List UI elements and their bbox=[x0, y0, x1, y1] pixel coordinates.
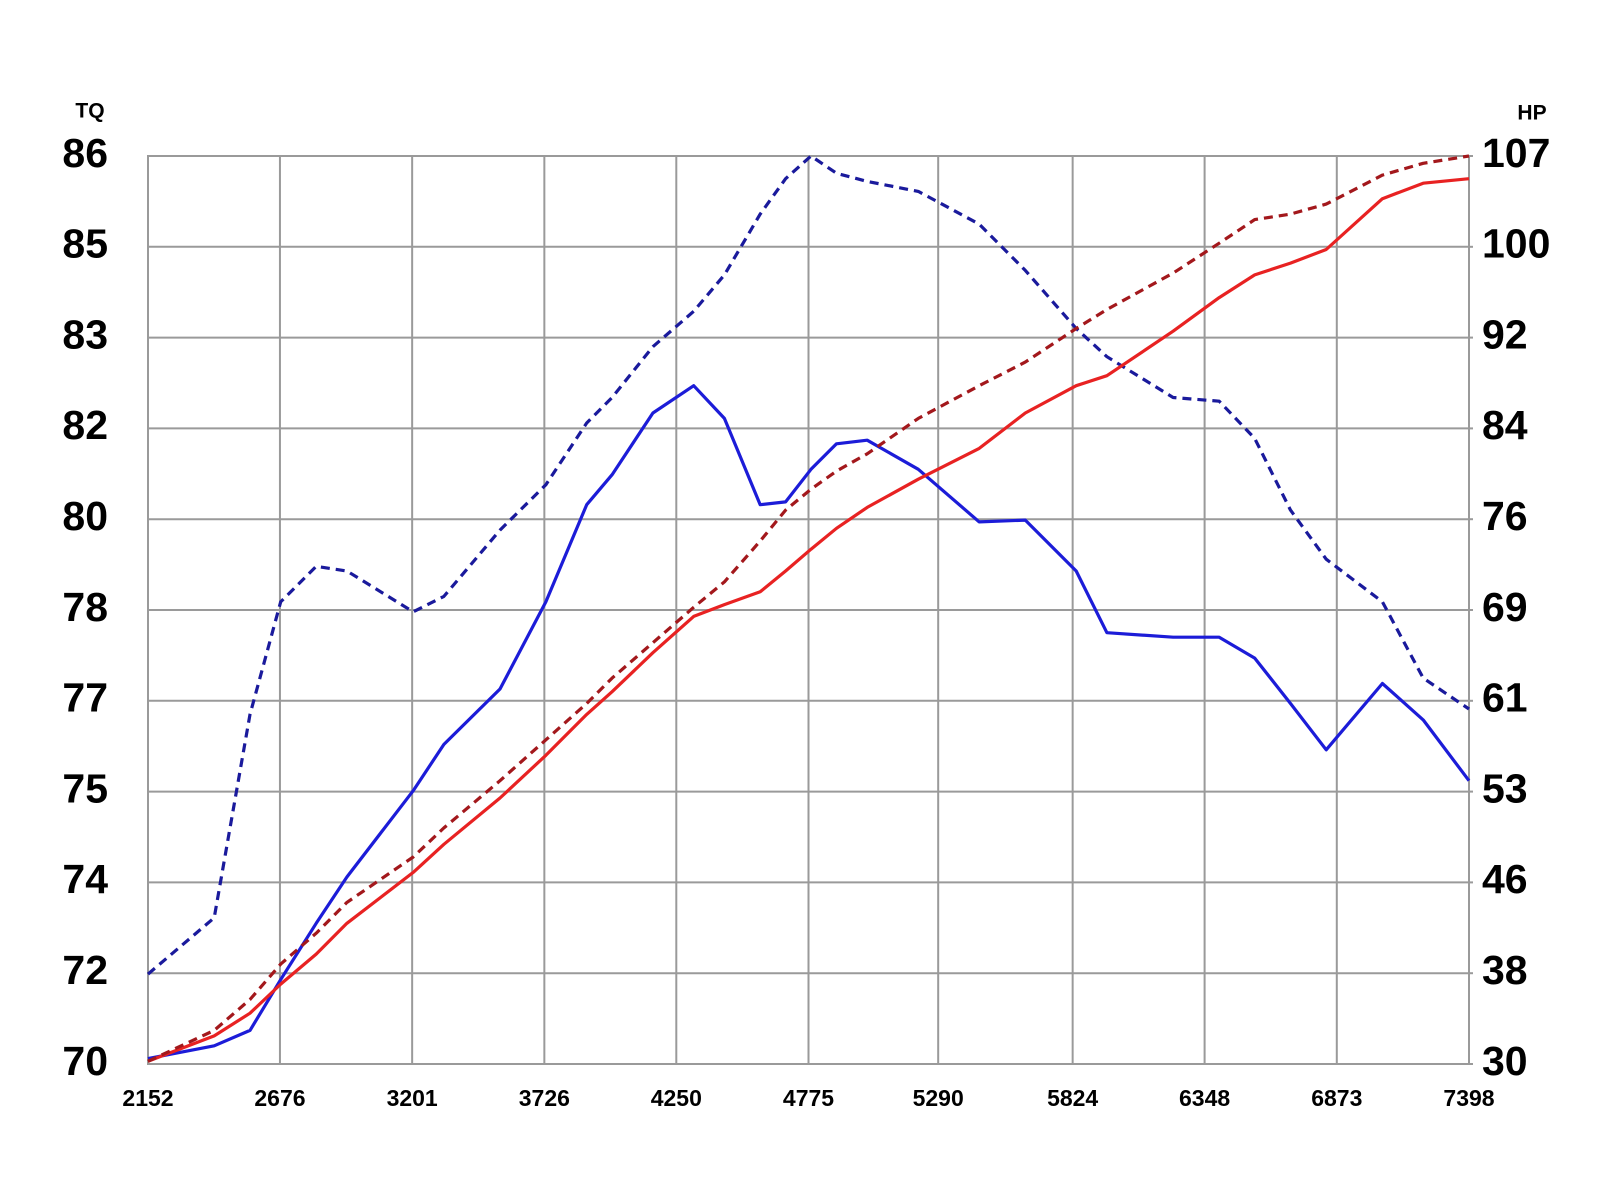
y-tick-label: 70 bbox=[62, 1038, 108, 1084]
y2-tick-label: 53 bbox=[1482, 765, 1528, 811]
y-tick-label: 72 bbox=[62, 947, 108, 993]
y-tick-label: 83 bbox=[62, 311, 108, 357]
y-tick-label: 78 bbox=[62, 584, 108, 630]
y2-tick-label: 92 bbox=[1482, 311, 1528, 357]
x-tick-label: 5824 bbox=[1047, 1085, 1098, 1111]
y-tick-label: 85 bbox=[62, 221, 108, 267]
x-tick-label: 3726 bbox=[519, 1085, 570, 1111]
x-tick-label: 6873 bbox=[1311, 1085, 1362, 1111]
y-axis-title: TQ bbox=[75, 100, 104, 123]
y-tick-label: 74 bbox=[62, 856, 108, 902]
x-tick-label: 2676 bbox=[254, 1085, 305, 1111]
x-tick-label: 5290 bbox=[913, 1085, 964, 1111]
y2-tick-label: 30 bbox=[1482, 1038, 1528, 1084]
y2-tick-label: 61 bbox=[1482, 675, 1528, 721]
line bbox=[147, 384, 1471, 1061]
y2-tick-label: 69 bbox=[1482, 584, 1528, 630]
y2-tick-label: 107 bbox=[1482, 130, 1550, 176]
x-tick-label: 3201 bbox=[387, 1085, 438, 1111]
x-tick-label: 4250 bbox=[651, 1085, 702, 1111]
y-tick-label: 82 bbox=[62, 402, 108, 448]
dashed-line bbox=[146, 154, 1470, 976]
y2-tick-label: 84 bbox=[1482, 402, 1528, 448]
y2-tick-label: 76 bbox=[1482, 493, 1528, 539]
y2-tick-label: 100 bbox=[1482, 221, 1550, 267]
y-tick-label: 86 bbox=[62, 130, 108, 176]
x-tick-label: 7398 bbox=[1443, 1085, 1494, 1111]
line bbox=[147, 177, 1470, 1063]
y2-axis-title: HP bbox=[1517, 102, 1546, 125]
y-tick-label: 77 bbox=[62, 675, 108, 721]
x-tick-label: 2152 bbox=[122, 1085, 173, 1111]
dashed-line bbox=[147, 154, 1470, 1063]
y2-tick-label: 38 bbox=[1482, 947, 1528, 993]
x-tick-label: 4775 bbox=[783, 1085, 834, 1111]
y2-tick-label: 46 bbox=[1482, 856, 1528, 902]
y-tick-label: 80 bbox=[62, 493, 108, 539]
y-tick-label: 75 bbox=[62, 765, 108, 811]
x-tick-label: 6348 bbox=[1179, 1085, 1230, 1111]
